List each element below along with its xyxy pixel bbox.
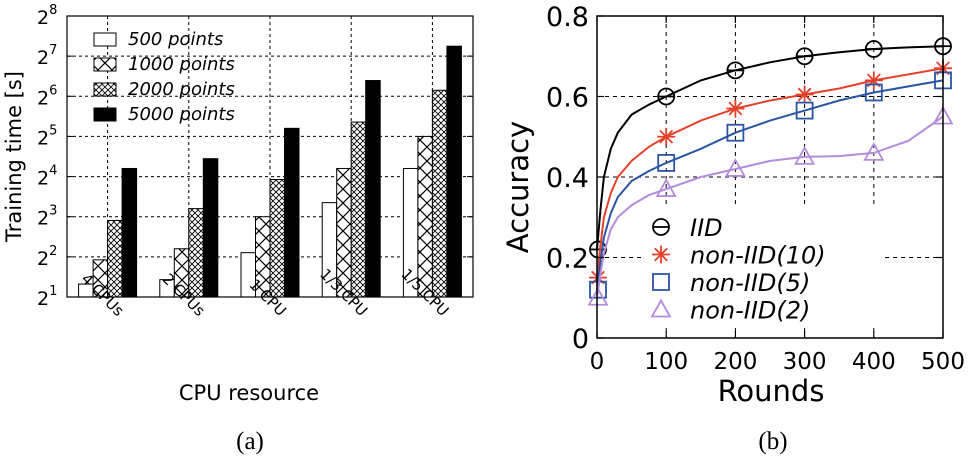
legend-label: non-IID(10) xyxy=(690,242,826,270)
y-tick-exponent: 2 xyxy=(49,244,57,259)
chart-b-x-ticks: 0 100 200 300 400 500 xyxy=(590,16,965,375)
marker-triangle xyxy=(863,142,885,161)
y-tick-label: 0.4 xyxy=(546,163,589,194)
y-tick-exponent: 7 xyxy=(49,43,57,58)
y-tick-exponent: 5 xyxy=(49,123,57,138)
y-tick-label: 28 xyxy=(37,3,57,29)
series-line xyxy=(596,67,944,278)
bar xyxy=(284,127,300,298)
y-tick-label: 0.6 xyxy=(546,83,589,114)
y-tick-label: 0 xyxy=(572,324,589,355)
bar xyxy=(202,158,219,298)
chart-a: 500 points 1000 points 2000 points 5000 poi… xyxy=(2,3,474,455)
x-tick-label: 200 xyxy=(713,349,757,375)
y-tick-label: 24 xyxy=(37,164,57,190)
bar xyxy=(417,135,433,298)
marker-triangle xyxy=(650,298,672,318)
chart-b-y-ticks: 0 0.2 0.4 0.6 0.8 xyxy=(546,2,943,355)
y-tick-exponent: 3 xyxy=(49,204,57,219)
series-line xyxy=(596,45,944,250)
chart-a-y-axis-title: Training time [s] xyxy=(2,71,26,243)
y-tick-label: 27 xyxy=(37,43,57,69)
legend-label: 2000 points xyxy=(128,79,235,100)
marker-triangle xyxy=(794,146,816,165)
legend-label: 1000 points xyxy=(128,54,235,75)
legend-swatch xyxy=(93,82,117,97)
x-tick-label: 0 xyxy=(590,349,605,375)
x-tick-label: 300 xyxy=(783,349,827,375)
y-tick-label: 21 xyxy=(37,284,57,310)
y-tick-label: 0.8 xyxy=(546,2,589,33)
series-line xyxy=(596,115,944,298)
marker-triangle xyxy=(724,158,746,177)
legend-swatch xyxy=(93,57,117,72)
chart-a-x-axis-title: CPU resource xyxy=(179,381,319,405)
chart-b-y-axis-title: Accuracy xyxy=(501,121,535,253)
x-tick-label: 100 xyxy=(644,349,688,375)
bar xyxy=(365,80,381,298)
y-tick-exponent: 4 xyxy=(49,164,57,179)
legend-label: IID xyxy=(690,214,723,242)
marker-star xyxy=(726,99,745,118)
bar xyxy=(350,121,367,298)
legend-label: 5000 points xyxy=(128,104,235,125)
marker-square xyxy=(726,123,745,142)
legend-label: non-IID(2) xyxy=(690,297,810,325)
x-tick-label: 400 xyxy=(852,349,896,375)
marker-triangle xyxy=(587,286,609,306)
bar xyxy=(269,179,285,298)
legend-label: non-IID(5) xyxy=(690,269,810,297)
y-tick-label: 23 xyxy=(37,204,57,230)
legend-label: 500 points xyxy=(128,29,223,50)
legend-swatch xyxy=(93,32,117,47)
y-tick-label: 0.2 xyxy=(546,244,589,275)
marker-square xyxy=(657,154,676,172)
bar xyxy=(431,89,448,298)
chart-b-x-axis-title: Rounds xyxy=(718,374,825,408)
chart-a-legend: 500 points 1000 points 2000 points 5000 poi… xyxy=(93,29,235,125)
chart-a-bars xyxy=(78,45,462,298)
bar xyxy=(188,208,204,298)
bar xyxy=(446,45,462,298)
marker-star xyxy=(795,85,814,104)
y-tick-exponent: 6 xyxy=(49,83,57,98)
marker-star xyxy=(657,127,676,146)
bar xyxy=(121,167,138,298)
marker-triangle xyxy=(655,178,677,197)
marker-star xyxy=(864,71,883,90)
y-tick-label: 26 xyxy=(37,83,57,109)
chart-b-panel-label: (b) xyxy=(758,428,787,455)
marker-square xyxy=(652,273,670,291)
y-tick-exponent: 1 xyxy=(49,284,57,299)
x-tick-label: 500 xyxy=(921,349,965,375)
series-line xyxy=(596,79,944,290)
legend-background xyxy=(645,206,885,326)
bar xyxy=(107,219,123,298)
y-tick-exponent: 8 xyxy=(49,3,57,18)
legend-swatch xyxy=(93,107,117,122)
y-tick-label: 22 xyxy=(37,244,57,270)
marker-square xyxy=(795,101,814,120)
y-tick-label: 25 xyxy=(37,123,57,149)
marker-star xyxy=(652,245,670,264)
chart-a-panel-label: (a) xyxy=(236,428,264,455)
marker-square xyxy=(864,83,883,102)
